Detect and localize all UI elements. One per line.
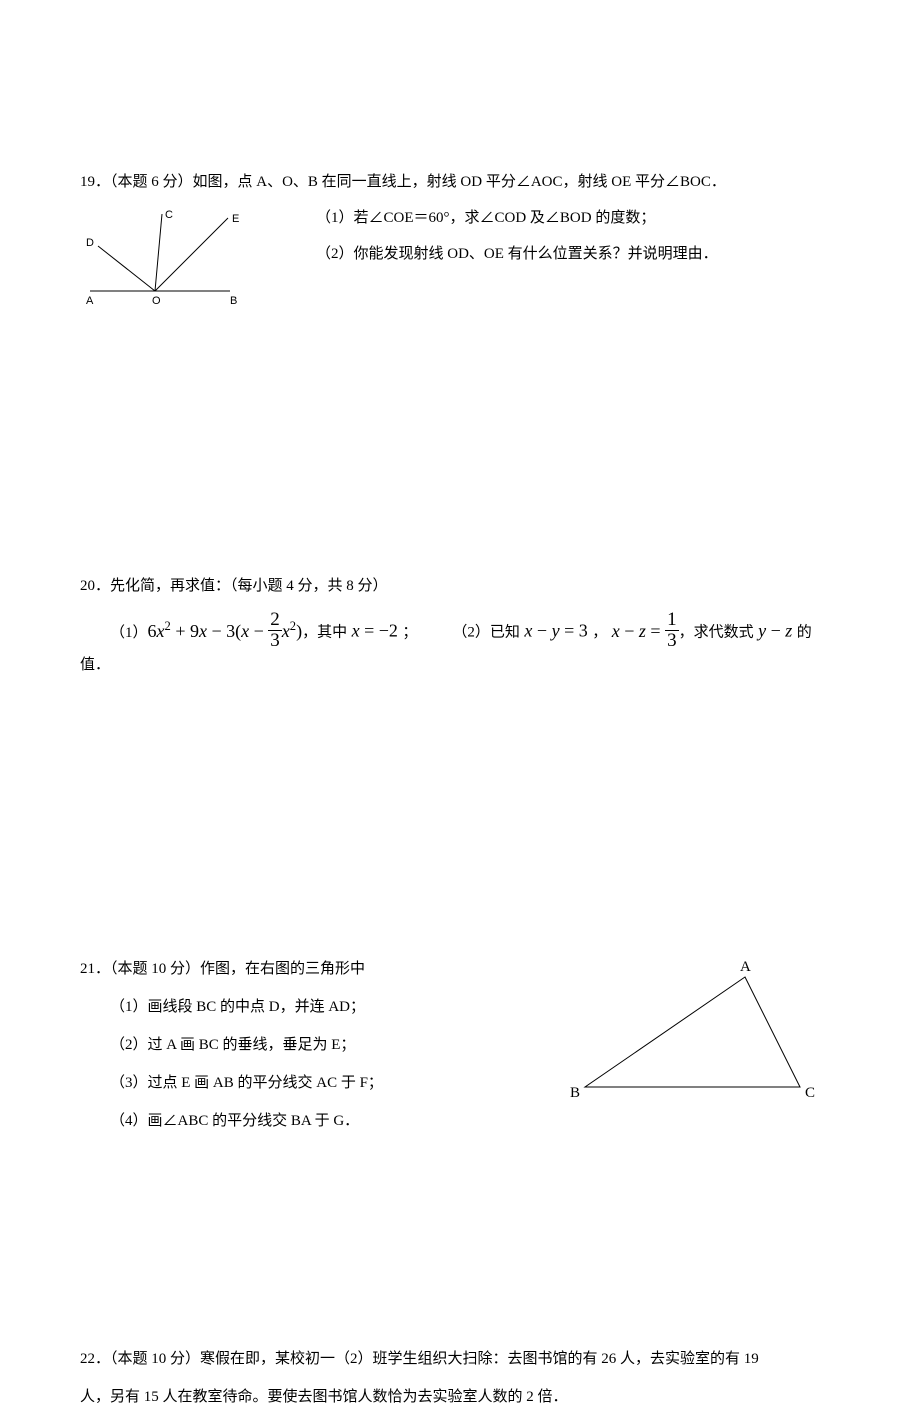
p20-2-suffix: 的 (797, 625, 812, 641)
p20-content: （1）6x2 + 9x − 3(x − 23x2)，其中 x = −2 ； （2… (80, 612, 840, 653)
p21-title: 21．（本题 10 分）作图，在右图的三角形中 (80, 957, 560, 981)
p21-i2: （2）过 A 画 BC 的垂线，垂足为 E； (80, 1033, 560, 1057)
p20-2-prefix: （2）已知 (452, 625, 520, 641)
ray-od (98, 246, 155, 291)
triangle (585, 977, 800, 1087)
tri-label-a: A (740, 959, 751, 975)
p20-1-expr: 6x2 + 9x − 3(x − 23x2) (148, 621, 303, 641)
rays-diagram: A B C D E O (80, 206, 280, 316)
ray-oc (155, 214, 162, 291)
label-e: E (232, 213, 239, 225)
problem-19: 19．（本题 6 分）如图，点 A、O、B 在同一直线上，射线 OD 平分∠AO… (80, 170, 840, 324)
problem-20: 20．先化简，再求值：（每小题 4 分，共 8 分） （1）6x2 + 9x −… (80, 574, 840, 677)
tri-label-b: B (570, 1085, 580, 1101)
tri-label-c: C (805, 1085, 815, 1101)
p21-text: 21．（本题 10 分）作图，在右图的三角形中 （1）画线段 BC 的中点 D，… (80, 957, 560, 1147)
p20-1-xeq: x = −2 (347, 621, 402, 641)
problem-22: 22．（本题 10 分）寒假在即，某校初一（2）班学生组织大扫除：去图书馆的有 … (80, 1347, 840, 1409)
p20-1-suffix: ； (402, 625, 417, 641)
p20-2-sep1: ， (592, 625, 607, 641)
p21-wrap: 21．（本题 10 分）作图，在右图的三角形中 （1）画线段 BC 的中点 D，… (80, 957, 840, 1147)
p22-line1: 22．（本题 10 分）寒假在即，某校初一（2）班学生组织大扫除：去图书馆的有 … (80, 1347, 840, 1371)
ray-oe (155, 218, 228, 291)
gap-19-20 (80, 374, 840, 574)
frac-2: 2 (268, 610, 282, 631)
p19-q1: （1）若∠COE＝60°，求∠COD 及∠BOD 的度数； (316, 206, 718, 230)
p21-i1: （1）画线段 BC 的中点 D，并连 AD； (80, 995, 560, 1019)
p20-part1: （1）6x2 + 9x − 3(x − 23x2)，其中 x = −2 ； (80, 612, 452, 653)
p19-figure: A B C D E O (80, 206, 280, 324)
triangle-abc: A B C (560, 957, 840, 1117)
p21-i3: （3）过点 E 画 AB 的平分线交 AC 于 F； (80, 1071, 560, 1095)
label-a: A (86, 295, 94, 307)
frac-3: 3 (268, 631, 282, 651)
p20-title: 20．先化简，再求值：（每小题 4 分，共 8 分） (80, 574, 840, 598)
p20-2-eq1: x − y = 3 (520, 621, 592, 641)
label-o: O (152, 295, 161, 307)
p20-2-sep2: ，求代数式 (679, 625, 754, 641)
p20-1-prefix: （1） (80, 625, 148, 641)
p22-line2: 人，另有 15 人在教室待命。要使去图书馆人数恰为去实验室人数的 2 倍． (80, 1385, 840, 1409)
label-d: D (86, 237, 94, 249)
p21-figure: A B C (560, 957, 840, 1125)
p20-tail: 值． (80, 653, 840, 677)
p21-i4: （4）画∠ABC 的平分线交 BA 于 G． (80, 1109, 560, 1133)
p20-1-mid: ，其中 (302, 625, 347, 641)
p19-q2: （2）你能发现射线 OD、OE 有什么位置关系？并说明理由． (316, 242, 718, 266)
label-b: B (230, 295, 237, 307)
gap-21-22 (80, 1197, 840, 1347)
frac1d: 3 (665, 631, 679, 651)
p19-content: A B C D E O （1）若∠COE＝60°，求∠COD 及∠BOD 的度数… (80, 206, 840, 324)
p20-2-eq2: x − z = 13 (607, 621, 678, 641)
frac1n: 1 (665, 610, 679, 631)
p20-part2: （2）已知 x − y = 3 ， x − z = 13，求代数式 y − z … (452, 612, 840, 653)
p19-questions: （1）若∠COE＝60°，求∠COD 及∠BOD 的度数； （2）你能发现射线 … (280, 206, 718, 278)
p20-2-target: y − z (754, 621, 797, 641)
gap-20-21 (80, 727, 840, 957)
p19-title: 19．（本题 6 分）如图，点 A、O、B 在同一直线上，射线 OD 平分∠AO… (80, 170, 840, 194)
problem-21: 21．（本题 10 分）作图，在右图的三角形中 （1）画线段 BC 的中点 D，… (80, 957, 840, 1147)
label-c: C (165, 209, 173, 221)
